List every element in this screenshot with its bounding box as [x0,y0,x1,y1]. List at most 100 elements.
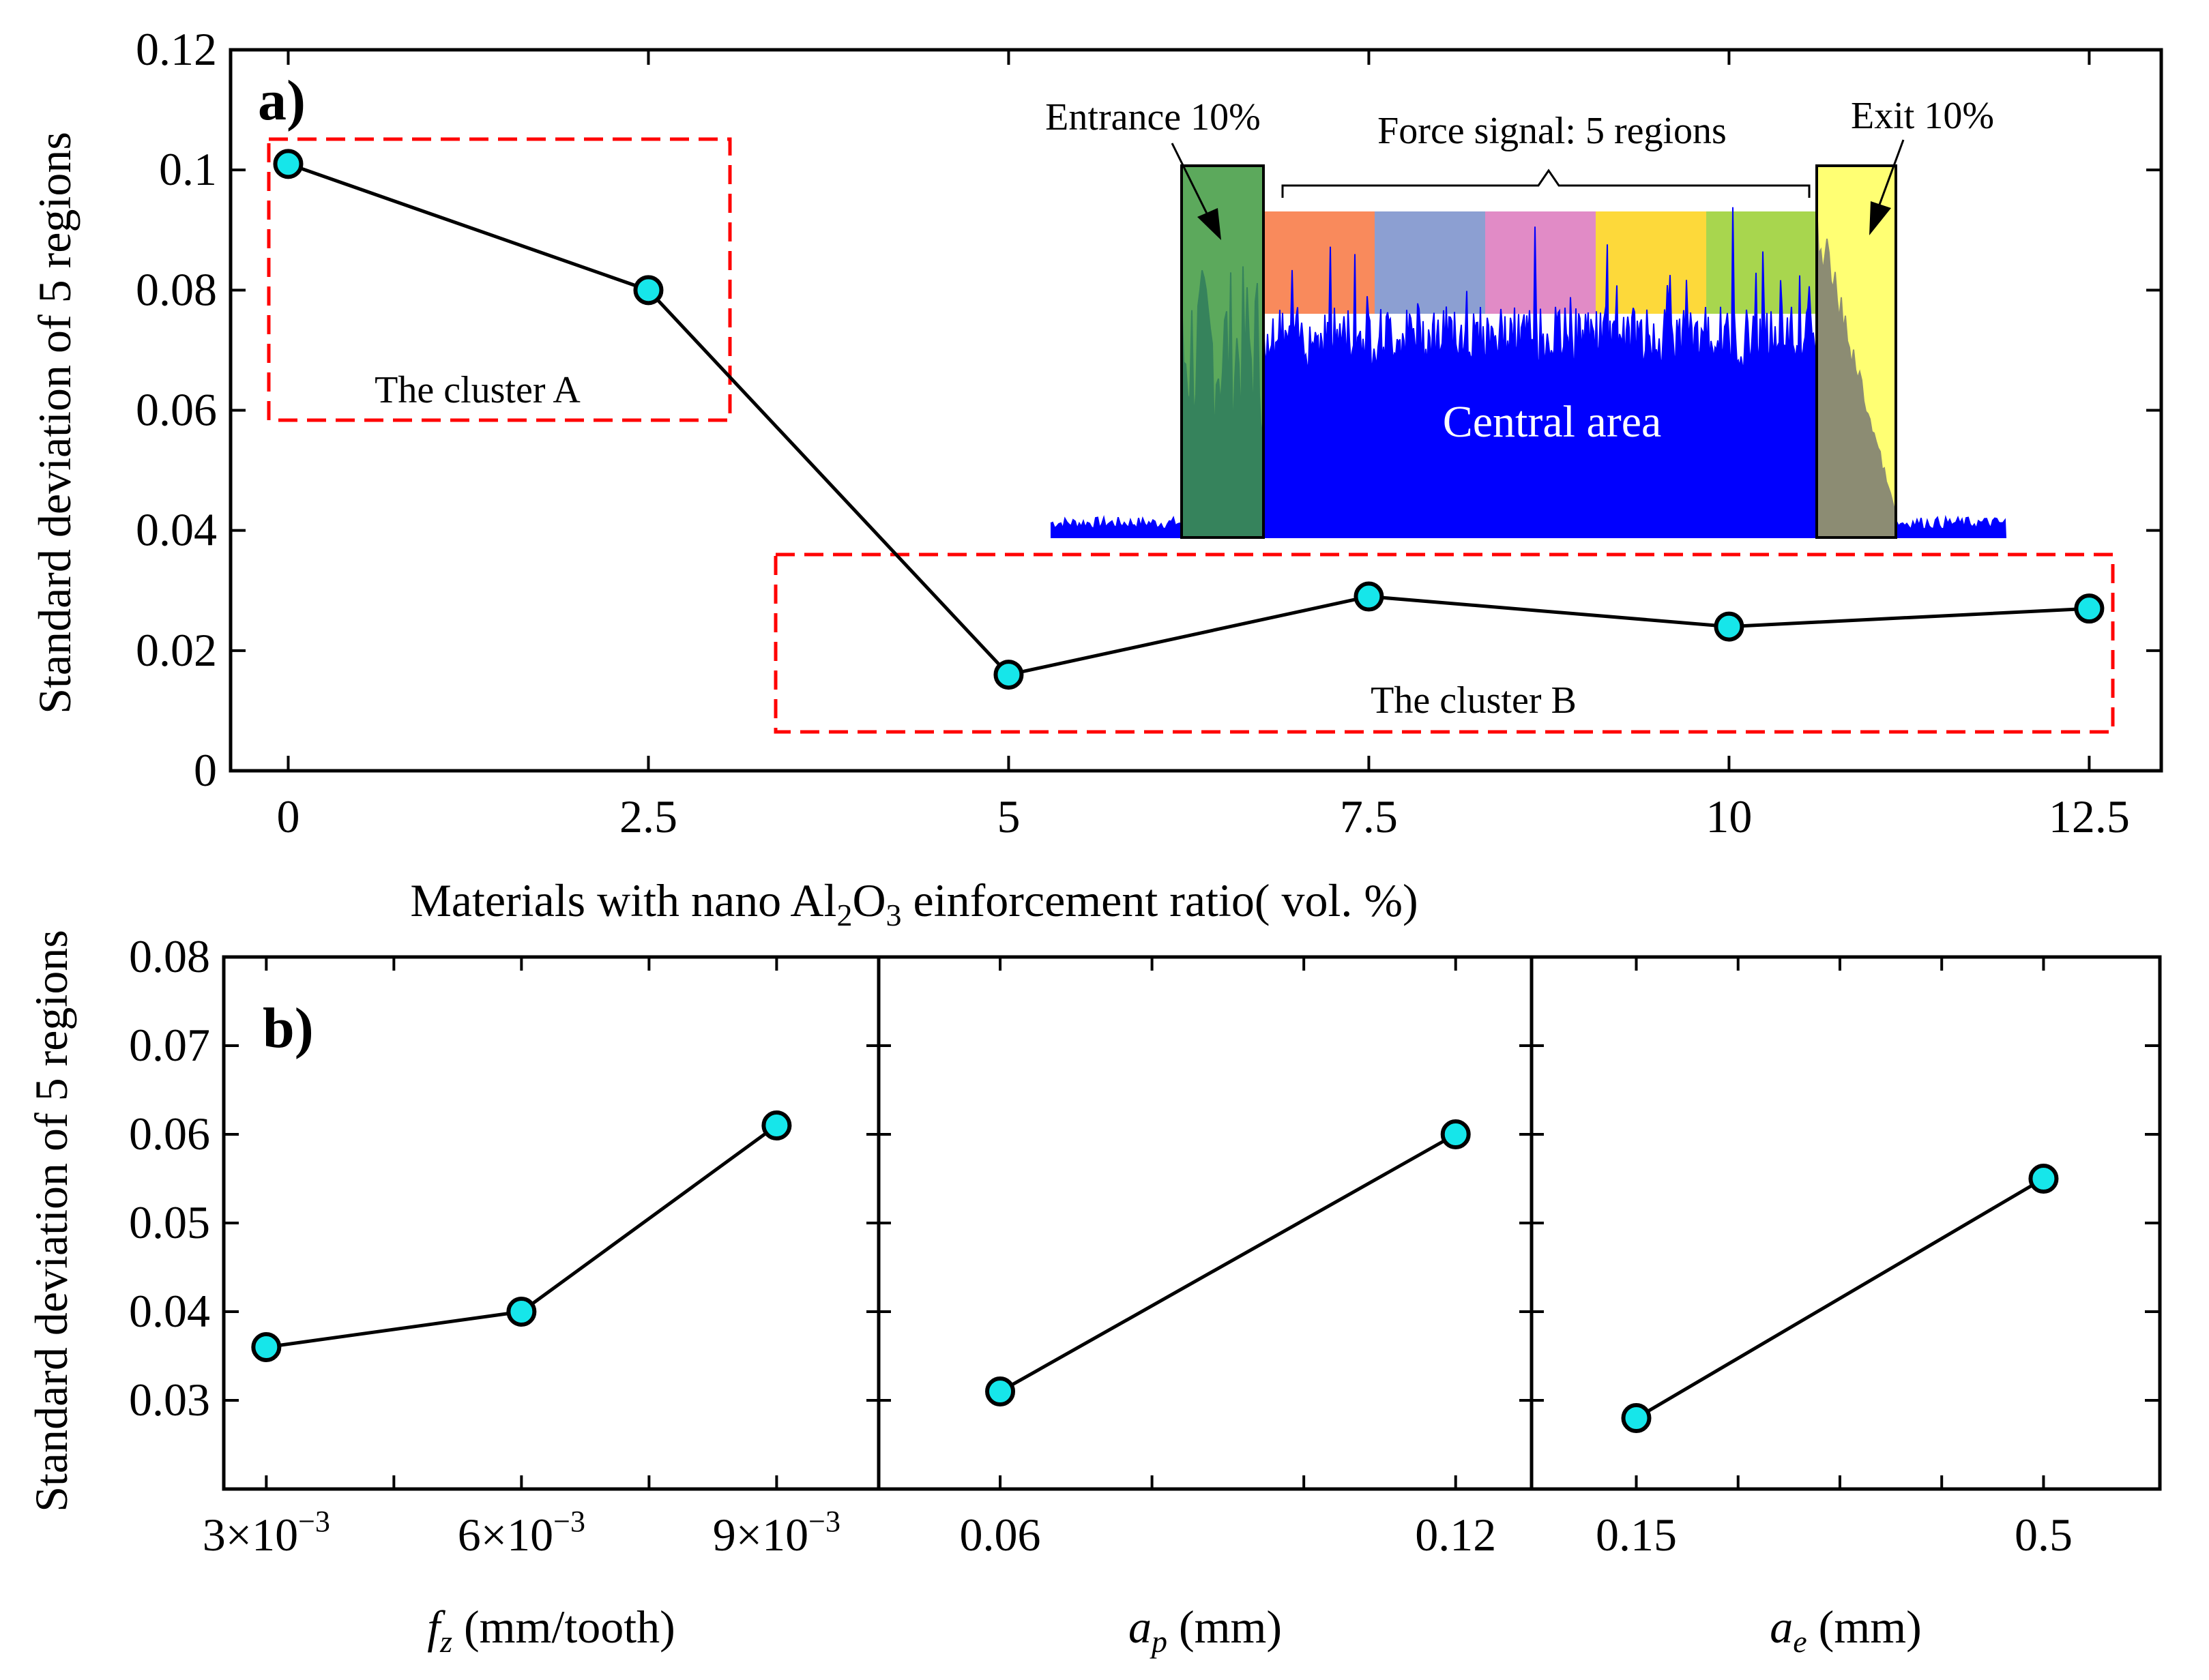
x-tick-label: 0.5 [2015,1509,2073,1561]
cluster-b-box [774,552,2115,734]
panel-a-x-axis-label: Materials with nano Al2O3 einforcement r… [410,874,1418,932]
series-line [1635,1177,2045,1420]
panel-b-axes: 0.030.040.050.060.070.083×10−3 6×10−3 9×10… [129,930,2160,1659]
region-5-band [1706,211,1817,314]
x-tick-label: 6×10−3 [458,1505,585,1561]
entrance-region-box [1180,164,1265,539]
panel-a-series [273,149,2105,690]
y-tick-label: 0.12 [136,23,217,75]
panel-b: b) 0.030.040.050.060.070.083×10−3 6×10−3 9… [25,930,2162,1659]
panel-b-series [251,1110,2059,1433]
y-tick-label: 0.07 [129,1019,210,1071]
exit-arrow-line [1878,139,1905,205]
x-tick-label: 0.06 [960,1509,1041,1561]
x-label-subscript: p [1150,1624,1167,1659]
x-tick-label: 0.15 [1596,1509,1677,1561]
cluster-a-box [267,137,732,422]
y-tick-label: 0.02 [136,624,217,676]
cluster-b-label: The cluster B [1371,679,1577,722]
data-point [1354,581,1384,612]
x-tick-label: 9×10−3 [713,1505,840,1561]
x-tick-label: 7.5 [1340,791,1398,842]
x-tick-base: 0.5 [2015,1509,2073,1561]
x-tick-base: 0.15 [1596,1509,1677,1561]
data-point [993,660,1024,690]
x-axis-label: fz (mm/tooth) [427,1601,675,1659]
x-label-subscript: z [439,1624,452,1659]
data-point [761,1110,792,1140]
x-tick-exponent: −3 [553,1505,585,1538]
data-point [251,1332,282,1362]
x-axis-label: ae (mm) [1770,1601,1922,1659]
y-tick-label: 0.1 [159,143,217,195]
x-label-unit: (mm/tooth) [452,1601,675,1653]
series-line [999,1132,1457,1394]
x-label-part: einforcement ratio( vol. %) [902,874,1418,926]
x-label-symbol: a [1128,1601,1152,1653]
data-point [273,149,304,179]
central-area-label: Central area [1443,397,1662,447]
x-tick-label: 3×10−3 [203,1505,330,1561]
region-2-band [1375,211,1485,314]
data-point [985,1376,1016,1406]
data-point [1440,1119,1471,1149]
x-axis-label: ap (mm) [1128,1601,1282,1659]
x-label-unit: (mm) [1167,1601,1282,1653]
panel-a-label: a) [258,69,306,132]
exit-label: Exit 10% [1851,95,1994,137]
x-label-symbol: a [1770,1601,1793,1653]
y-tick-label: 0.08 [129,930,210,982]
x-label-sub: 3 [886,898,902,932]
entrance-label: Entrance 10% [1045,96,1261,138]
x-label-subscript: e [1793,1624,1806,1659]
x-tick-exponent: −3 [808,1505,840,1538]
x-label-part: Materials with nano Al [410,874,836,926]
regions-brace [1281,168,1811,198]
panel-b-label: b) [263,997,314,1060]
region-3-band [1485,211,1596,314]
x-tick-base: 0.06 [960,1509,1041,1561]
y-tick-label: 0.05 [129,1196,210,1248]
y-tick-label: 0.04 [136,504,217,556]
panel-b-frame [222,955,2162,1491]
x-tick-exponent: −3 [298,1505,330,1538]
x-tick-base: 9×10 [713,1509,808,1561]
y-tick-label: 0.03 [129,1374,210,1426]
y-tick-label: 0 [194,744,217,796]
x-tick-base: 3×10 [203,1509,298,1561]
x-label-sub: 2 [836,898,852,932]
panel-a-y-axis-label: Standard deviation of 5 regions [29,132,81,714]
exit-arrowhead [1869,201,1891,235]
region-1-band [1264,211,1375,314]
data-point [2028,1164,2059,1194]
y-tick-label: 0.06 [129,1108,210,1160]
y-tick-label: 0.08 [136,263,217,315]
x-tick-base: 0.12 [1415,1509,1496,1561]
data-point [1621,1403,1652,1433]
panel-a: a) The cluster A The cluster B Central a… [29,23,2163,932]
x-tick-label: 0 [276,791,299,842]
x-label-unit: (mm) [1807,1601,1922,1653]
x-label-part: O [852,874,886,926]
data-point [1714,611,1744,642]
x-tick-label: 2.5 [619,791,677,842]
data-point [506,1297,537,1327]
cluster-a-label: The cluster A [375,369,581,411]
y-tick-label: 0.04 [129,1285,210,1337]
x-tick-label: 5 [997,791,1020,842]
panel-b-y-axis-label: Standard deviation of 5 regions [25,930,77,1512]
panel-a-axes: 0 0.02 0.04 0.06 0.08 0.1 0.12 0 2.5 5 7.5 10 12.5 [136,23,2161,842]
region-4-band [1596,211,1706,314]
entrance-arrowhead [1197,208,1221,240]
y-tick-label: 0.06 [136,384,217,436]
x-tick-label: 10 [1706,791,1752,842]
data-point [2074,593,2105,624]
x-tick-base: 6×10 [458,1509,553,1561]
series-line [287,162,2090,677]
x-tick-label: 0.12 [1415,1509,1496,1561]
data-point [633,275,664,306]
force-signal-label: Force signal: 5 regions [1377,110,1727,152]
x-tick-label: 12.5 [2049,791,2130,842]
exit-region-box [1815,164,1897,539]
